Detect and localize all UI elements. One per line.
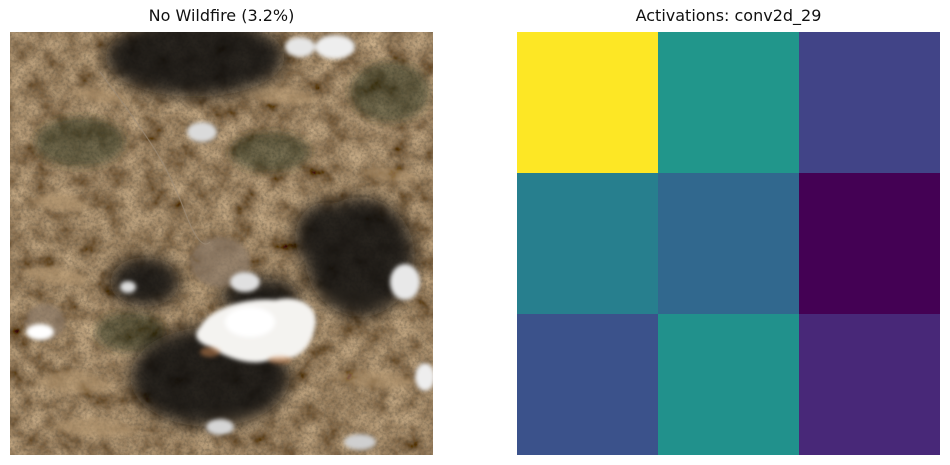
heatmap-cell-r2-c2 bbox=[799, 314, 940, 455]
satellite-image-title: No Wildfire (3.2%) bbox=[148, 6, 295, 25]
heatmap-cell-r1-c0 bbox=[517, 173, 659, 315]
activation-heatmap-canvas bbox=[517, 32, 940, 455]
heatmap-cell-r0-c0 bbox=[517, 32, 659, 174]
satellite-image bbox=[10, 32, 433, 455]
heatmap-cell-r1-c2 bbox=[799, 173, 940, 315]
activation-map-title: Activations: conv2d_29 bbox=[635, 6, 822, 25]
heatmap-cell-r1-c1 bbox=[658, 173, 800, 315]
heatmap-cell-r2-c1 bbox=[658, 314, 800, 455]
activation-heatmap bbox=[517, 32, 940, 455]
satellite-image-canvas bbox=[10, 32, 433, 455]
heatmap-cell-r0-c1 bbox=[658, 32, 800, 174]
heatmap-cell-r2-c0 bbox=[517, 314, 659, 455]
heatmap-cell-r0-c2 bbox=[799, 32, 940, 174]
